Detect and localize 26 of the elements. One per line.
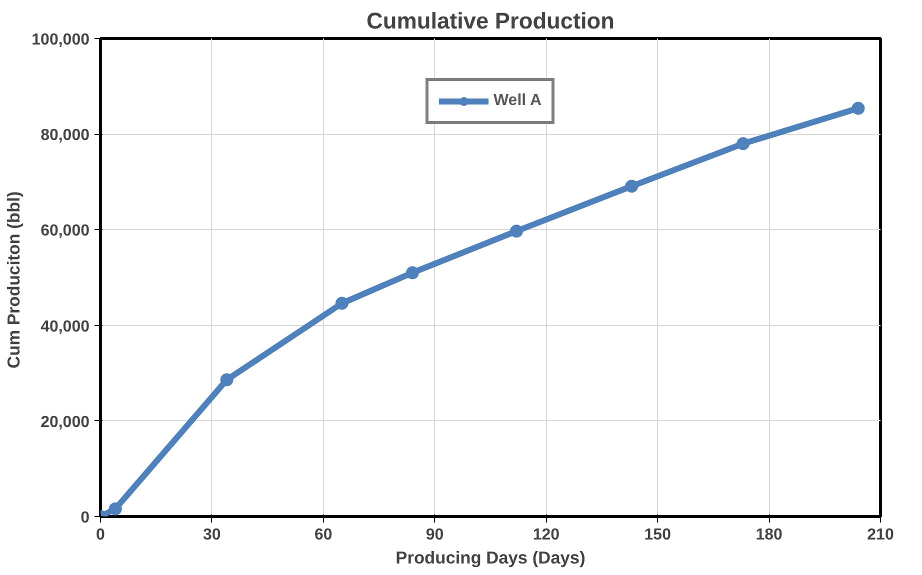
- chart-title: Cumulative Production: [366, 8, 614, 34]
- point: [108, 502, 122, 516]
- point: [335, 296, 348, 310]
- y-tick-label: 40,000: [40, 318, 90, 336]
- x-tick-label: 210: [867, 526, 894, 544]
- y-axis-title: Cum Produciton (bbl): [4, 191, 24, 368]
- y-tick-label: 20,000: [40, 414, 90, 431]
- x-tick-label: 60: [314, 526, 332, 544]
- x-tick-label: 30: [203, 526, 221, 544]
- y-tick-label: 0: [80, 510, 90, 526]
- x-tick-label: 0: [96, 526, 106, 544]
- point: [220, 373, 234, 386]
- legend-label: Well A: [493, 92, 542, 110]
- x-tick-label: 120: [532, 526, 560, 544]
- y-tick-label: 80,000: [40, 127, 90, 144]
- x-tick-label: 150: [644, 526, 672, 544]
- point: [852, 102, 865, 115]
- y-tick-label: 100,000: [32, 32, 90, 48]
- point: [510, 224, 523, 238]
- x-tick-label: 180: [756, 526, 783, 544]
- point: [406, 266, 419, 280]
- point: [625, 180, 638, 193]
- x-axis-title: Producing Days (Days): [396, 548, 586, 568]
- x-tick-label: 90: [426, 526, 444, 544]
- y-tick-label: 60,000: [40, 222, 90, 240]
- point: [736, 137, 750, 150]
